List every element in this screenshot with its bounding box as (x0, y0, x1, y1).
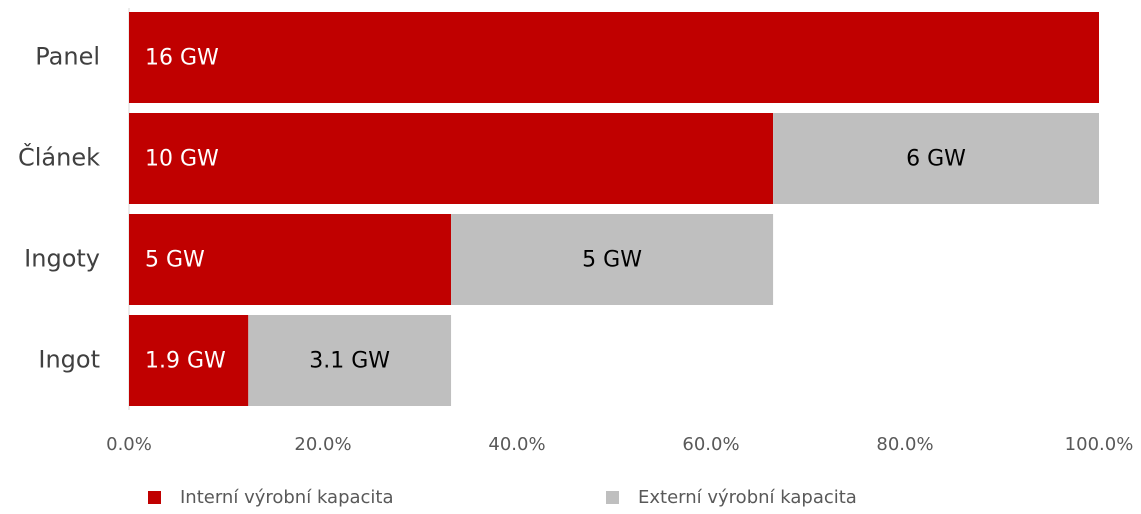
category-label: Článek (18, 142, 100, 172)
bar-segment (129, 113, 774, 204)
value-label: 5 GW (582, 248, 642, 273)
legend-label: Externí výrobní kapacita (638, 487, 857, 508)
value-label: 1.9 GW (145, 349, 226, 374)
bar-segment (248, 315, 452, 406)
bar-segment (129, 315, 249, 406)
bar-segment (773, 113, 1099, 204)
x-tick-label: 60.0% (682, 434, 739, 455)
category-label: Ingot (38, 346, 100, 374)
x-tick-label: 0.0% (106, 434, 152, 455)
value-label: 3.1 GW (309, 349, 390, 374)
x-tick-label: 20.0% (294, 434, 351, 455)
category-label: Ingoty (24, 245, 100, 273)
x-tick-label: 100.0% (1065, 434, 1134, 455)
legend-swatch (148, 491, 161, 504)
bar-segment (129, 12, 1099, 103)
category-label: Panel (35, 43, 100, 71)
value-label: 5 GW (145, 248, 205, 273)
legend-label: Interní výrobní kapacita (180, 487, 394, 508)
bar-segment (129, 214, 452, 305)
value-label: 10 GW (145, 147, 219, 172)
x-tick-label: 40.0% (488, 434, 545, 455)
bar-segment (451, 214, 774, 305)
value-label: 16 GW (145, 46, 219, 71)
x-tick-label: 80.0% (876, 434, 933, 455)
value-label: 6 GW (906, 147, 966, 172)
legend-swatch (606, 491, 619, 504)
